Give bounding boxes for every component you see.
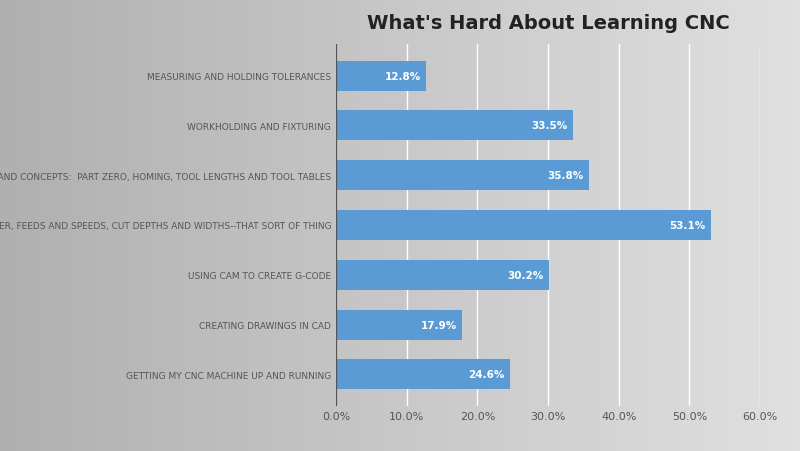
Title: What's Hard About Learning CNC: What's Hard About Learning CNC [366,14,730,32]
Bar [336,360,510,390]
Text: 33.5%: 33.5% [531,121,567,131]
Bar [336,61,426,91]
Bar [336,260,550,290]
Text: 35.8%: 35.8% [547,171,583,181]
Bar [336,111,573,141]
Text: 17.9%: 17.9% [421,320,457,330]
Bar [336,161,589,191]
Bar [336,310,462,340]
Bar [336,211,711,240]
Text: 12.8%: 12.8% [385,71,421,81]
Text: 30.2%: 30.2% [507,270,544,280]
Text: 53.1%: 53.1% [670,221,706,230]
Text: 24.6%: 24.6% [468,370,504,380]
